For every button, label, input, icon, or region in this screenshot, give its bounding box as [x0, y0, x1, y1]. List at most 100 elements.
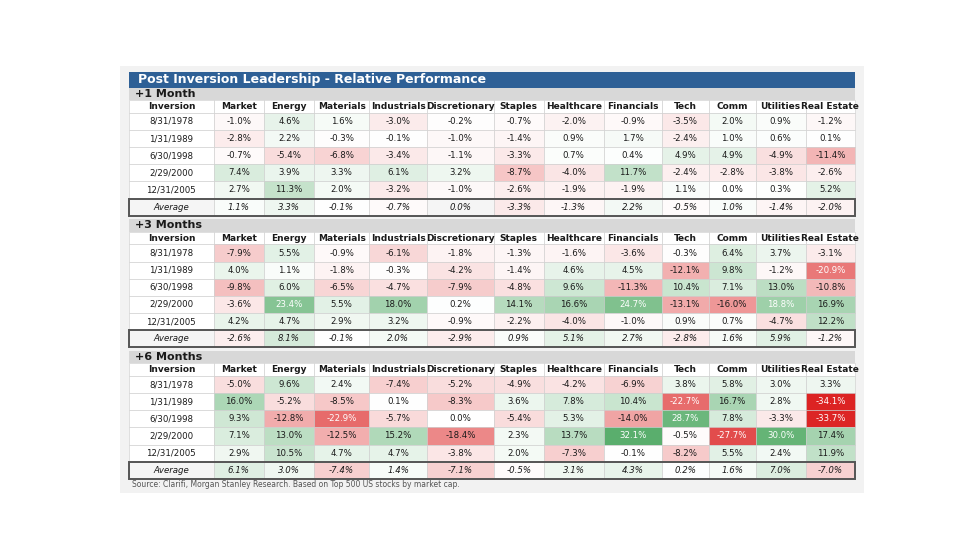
- Bar: [708, 313, 756, 330]
- Text: Energy: Energy: [272, 234, 307, 243]
- Bar: [427, 147, 493, 165]
- Bar: [264, 279, 314, 296]
- Bar: [314, 100, 369, 113]
- Text: -3.4%: -3.4%: [386, 151, 411, 160]
- Bar: [493, 411, 543, 427]
- Text: 10.4%: 10.4%: [672, 283, 699, 292]
- Text: -22.9%: -22.9%: [326, 414, 357, 423]
- Text: -1.1%: -1.1%: [448, 151, 473, 160]
- Bar: [264, 444, 314, 461]
- Bar: [427, 411, 493, 427]
- Bar: [369, 444, 427, 461]
- Text: Financials: Financials: [607, 102, 659, 111]
- Bar: [129, 88, 855, 100]
- Bar: [427, 296, 493, 313]
- Text: -2.6%: -2.6%: [818, 168, 843, 177]
- Bar: [756, 165, 805, 181]
- Text: 3.8%: 3.8%: [674, 380, 696, 389]
- Text: -1.0%: -1.0%: [448, 186, 473, 194]
- Text: -1.8%: -1.8%: [448, 249, 473, 258]
- Text: -1.2%: -1.2%: [768, 265, 793, 275]
- Text: 23.4%: 23.4%: [276, 300, 302, 309]
- Bar: [661, 376, 708, 393]
- Bar: [604, 244, 661, 261]
- Text: 9.6%: 9.6%: [278, 380, 300, 389]
- Text: -1.6%: -1.6%: [562, 249, 587, 258]
- Text: 1/31/1989: 1/31/1989: [150, 265, 193, 275]
- Text: 2/29/2000: 2/29/2000: [150, 168, 194, 177]
- Text: -3.0%: -3.0%: [386, 117, 411, 126]
- Text: 16.9%: 16.9%: [817, 300, 844, 309]
- Text: 4.6%: 4.6%: [563, 265, 585, 275]
- Bar: [543, 296, 604, 313]
- Bar: [129, 100, 214, 113]
- Bar: [805, 461, 855, 479]
- Text: 0.0%: 0.0%: [449, 203, 471, 212]
- Text: -3.3%: -3.3%: [506, 203, 531, 212]
- Bar: [264, 411, 314, 427]
- Bar: [756, 100, 805, 113]
- Bar: [214, 411, 264, 427]
- Text: 3.3%: 3.3%: [278, 203, 300, 212]
- Text: 3.2%: 3.2%: [387, 317, 409, 326]
- Text: -8.5%: -8.5%: [329, 397, 354, 406]
- Text: -3.8%: -3.8%: [768, 168, 793, 177]
- Bar: [129, 198, 214, 216]
- Bar: [543, 330, 604, 347]
- Bar: [314, 427, 369, 444]
- Bar: [543, 198, 604, 216]
- Bar: [661, 100, 708, 113]
- Text: -7.4%: -7.4%: [329, 466, 354, 475]
- Bar: [805, 261, 855, 279]
- Bar: [369, 147, 427, 165]
- Text: 3.3%: 3.3%: [330, 168, 352, 177]
- Text: 8/31/1978: 8/31/1978: [150, 380, 194, 389]
- Text: -3.6%: -3.6%: [227, 300, 252, 309]
- Text: -12.5%: -12.5%: [326, 432, 357, 440]
- Bar: [214, 198, 264, 216]
- Bar: [369, 376, 427, 393]
- Text: Utilities: Utilities: [760, 234, 801, 243]
- Bar: [427, 461, 493, 479]
- Text: -2.6%: -2.6%: [506, 186, 531, 194]
- Bar: [427, 444, 493, 461]
- Text: -2.4%: -2.4%: [673, 134, 698, 143]
- Bar: [369, 330, 427, 347]
- Text: 1/31/1989: 1/31/1989: [150, 397, 193, 406]
- Text: -4.0%: -4.0%: [562, 168, 587, 177]
- Bar: [493, 147, 543, 165]
- Bar: [805, 100, 855, 113]
- Text: 2.7%: 2.7%: [622, 334, 644, 343]
- Bar: [661, 411, 708, 427]
- Bar: [427, 165, 493, 181]
- Bar: [264, 113, 314, 130]
- Bar: [604, 330, 661, 347]
- Text: 16.6%: 16.6%: [560, 300, 588, 309]
- Text: Comm: Comm: [716, 102, 748, 111]
- Bar: [493, 444, 543, 461]
- Bar: [805, 363, 855, 376]
- Text: 12/31/2005: 12/31/2005: [147, 449, 196, 458]
- Text: Financials: Financials: [607, 234, 659, 243]
- Text: 6/30/1998: 6/30/1998: [150, 283, 193, 292]
- Bar: [805, 113, 855, 130]
- Bar: [708, 461, 756, 479]
- Text: Market: Market: [221, 234, 257, 243]
- Text: -7.3%: -7.3%: [562, 449, 587, 458]
- Text: 12.2%: 12.2%: [817, 317, 844, 326]
- Text: 1.4%: 1.4%: [387, 466, 409, 475]
- Bar: [708, 261, 756, 279]
- Bar: [604, 363, 661, 376]
- Text: -4.7%: -4.7%: [768, 317, 793, 326]
- Bar: [604, 313, 661, 330]
- Text: -5.2%: -5.2%: [276, 397, 301, 406]
- Text: 24.7%: 24.7%: [619, 300, 646, 309]
- Bar: [543, 363, 604, 376]
- Bar: [543, 393, 604, 411]
- Text: -1.2%: -1.2%: [818, 117, 843, 126]
- Bar: [661, 130, 708, 147]
- Bar: [264, 376, 314, 393]
- Bar: [493, 461, 543, 479]
- Bar: [427, 181, 493, 198]
- Bar: [214, 296, 264, 313]
